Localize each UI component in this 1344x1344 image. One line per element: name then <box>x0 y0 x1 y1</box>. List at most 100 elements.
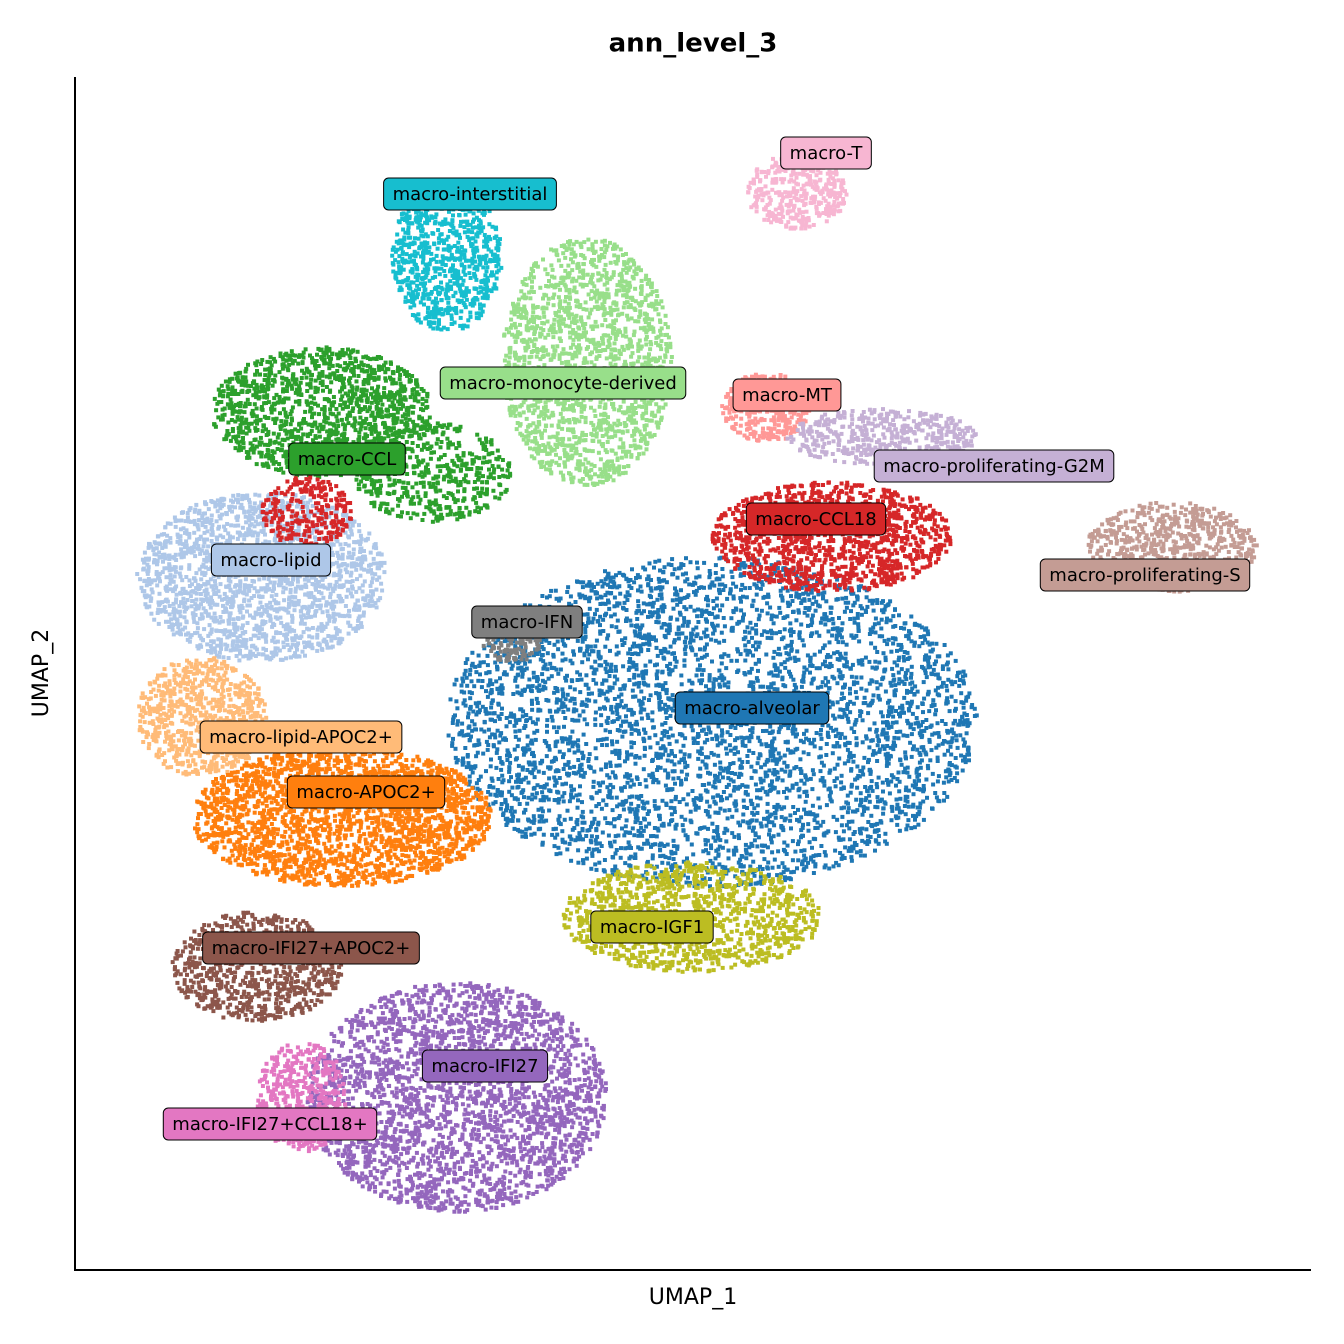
cell-point <box>799 623 803 627</box>
cell-point <box>545 724 549 728</box>
cell-point <box>836 763 840 767</box>
cell-point <box>696 658 700 662</box>
cell-point <box>694 593 698 597</box>
cell-point <box>844 657 848 661</box>
cell-point <box>675 593 679 597</box>
cell-point <box>477 654 481 658</box>
cell-point <box>945 663 949 667</box>
cell-point <box>942 791 946 795</box>
cell-point <box>484 709 488 713</box>
cell-point <box>889 618 893 622</box>
cell-point <box>747 739 751 743</box>
cell-point <box>922 634 926 638</box>
cell-point <box>921 710 925 714</box>
cell-point <box>627 668 631 672</box>
cell-point <box>500 707 504 711</box>
cell-point <box>629 802 633 806</box>
cell-point <box>560 829 564 833</box>
cell-point <box>594 711 598 715</box>
cell-point <box>706 839 710 843</box>
cell-point <box>646 648 650 652</box>
cell-point <box>540 790 544 794</box>
cell-point <box>891 642 895 646</box>
cell-point <box>647 698 651 702</box>
cell-point <box>472 684 476 688</box>
cell-point <box>465 684 469 688</box>
cell-point <box>965 731 969 735</box>
cell-point <box>689 560 693 564</box>
cell-point <box>689 810 693 814</box>
cell-point <box>859 687 863 691</box>
cell-point <box>866 711 870 715</box>
cell-point <box>632 580 636 584</box>
cell-point <box>933 791 937 795</box>
cell-point <box>655 676 659 680</box>
cell-point <box>843 761 847 765</box>
cell-point <box>672 839 676 843</box>
cell-point <box>833 767 837 771</box>
cell-point <box>795 747 799 751</box>
cell-point <box>833 849 837 853</box>
cell-point <box>580 800 584 804</box>
cell-point <box>511 692 515 696</box>
cell-point <box>795 649 799 653</box>
cell-point <box>806 822 810 826</box>
cell-point <box>614 625 618 629</box>
cell-point <box>686 876 690 880</box>
cell-point <box>679 562 683 566</box>
cell-point <box>831 702 835 706</box>
cell-point <box>756 761 760 765</box>
cell-point <box>516 666 520 670</box>
cell-point <box>785 796 789 800</box>
cell-point <box>756 679 760 683</box>
cell-point <box>624 594 628 598</box>
cell-point <box>831 751 835 755</box>
cell-point <box>497 703 501 707</box>
cell-point <box>555 701 559 705</box>
cell-point <box>631 826 635 830</box>
cell-point <box>613 697 617 701</box>
cell-point <box>610 624 614 628</box>
cell-point <box>559 597 563 601</box>
cell-point <box>643 731 647 735</box>
cell-point <box>919 635 923 639</box>
cell-point <box>573 751 577 755</box>
cell-point <box>631 661 635 665</box>
cell-point <box>534 738 538 742</box>
cell-point <box>892 678 896 682</box>
cell-point <box>700 608 704 612</box>
cell-point <box>856 612 860 616</box>
cell-point <box>690 843 694 847</box>
cell-point <box>865 595 869 599</box>
cell-point <box>767 595 771 599</box>
cell-point <box>626 651 630 655</box>
cell-point <box>744 649 748 653</box>
cell-point <box>450 741 454 745</box>
cell-point <box>916 705 920 709</box>
cell-point <box>828 640 832 644</box>
cell-point <box>593 862 597 866</box>
cell-point <box>811 804 815 808</box>
cell-point <box>812 596 816 600</box>
cell-point <box>494 766 498 770</box>
cell-point <box>885 842 889 846</box>
cell-point <box>895 803 899 807</box>
cell-point <box>576 758 580 762</box>
cell-point <box>920 665 924 669</box>
cell-point <box>542 647 546 651</box>
cell-point <box>569 817 573 821</box>
cell-point <box>881 790 885 794</box>
cell-point <box>750 776 754 780</box>
cell-point <box>812 677 816 681</box>
cell-point <box>739 600 743 604</box>
cell-point <box>681 797 685 801</box>
cell-point <box>591 785 595 789</box>
cell-point <box>843 736 847 740</box>
cell-point <box>695 561 699 565</box>
cell-point <box>768 725 772 729</box>
cell-point <box>733 726 737 730</box>
cell-point <box>762 817 766 821</box>
cell-point <box>497 777 501 781</box>
cell-point <box>581 861 585 865</box>
cell-point <box>847 806 851 810</box>
